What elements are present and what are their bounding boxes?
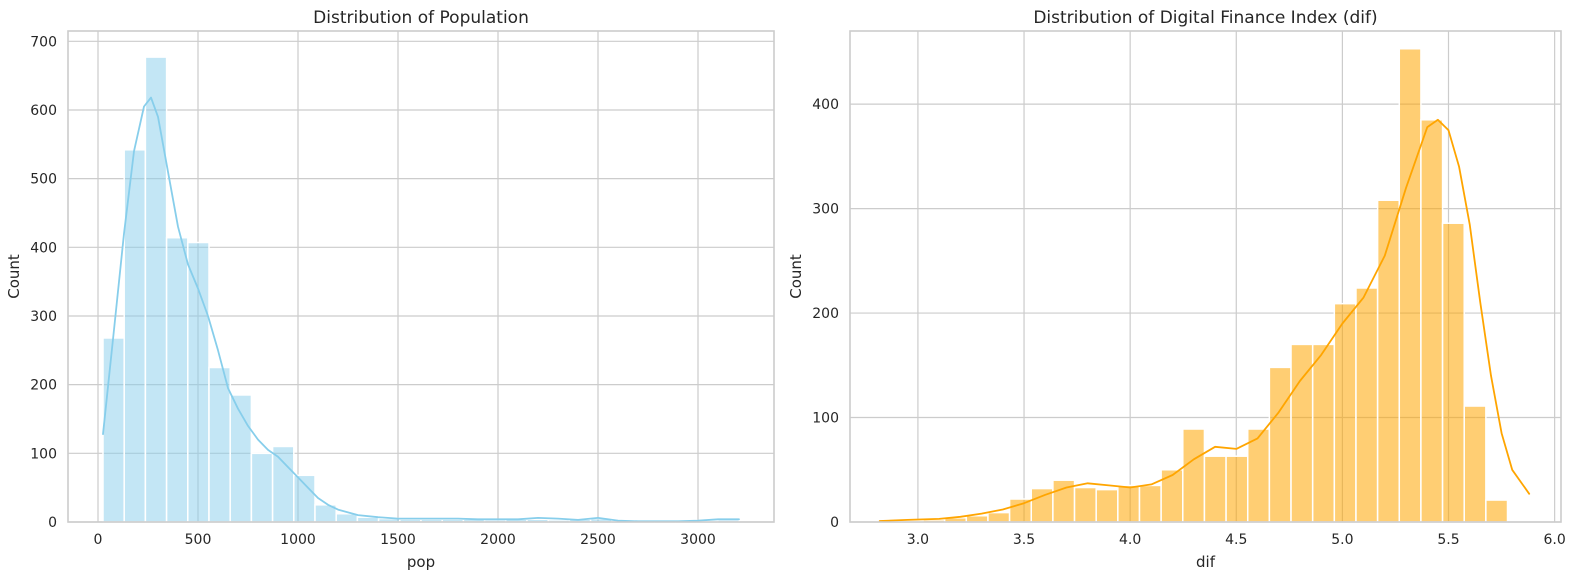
histogram-bar (987, 511, 1011, 523)
histogram-bar (1117, 484, 1141, 523)
histogram-bar (1376, 199, 1401, 523)
chart-panel-1: 0 500 1000 1500 2000 2500 3000 0 100 200 300 400 500… (5, 8, 775, 571)
x-tick-label: 1500 (380, 532, 416, 548)
histogram-bar (1138, 484, 1162, 523)
histogram-bar (1311, 343, 1336, 523)
histogram-bars (878, 48, 1509, 523)
histogram-bar (1246, 428, 1271, 523)
histogram-bar (965, 514, 989, 523)
x-tick-label: 6.0 (1544, 532, 1566, 548)
chart-panel-2: 3.0 3.5 4.0 4.5 5.0 5.5 6.0 0 100 200 300 400 Distri… (787, 8, 1566, 571)
histogram-bar (1182, 428, 1206, 523)
histogram-bar (144, 56, 168, 523)
histogram-bar (250, 452, 274, 523)
x-tick-label: 3000 (680, 532, 716, 548)
y-tick-label: 200 (30, 378, 57, 394)
x-tick-label: 5.5 (1437, 532, 1459, 548)
x-tick-label: 4.5 (1225, 532, 1247, 548)
y-tick-label: 600 (30, 103, 57, 119)
x-tick-label: 3.0 (907, 532, 929, 548)
kde-line (878, 118, 1531, 522)
histogram-bar (102, 337, 125, 523)
histogram-bar (1463, 405, 1487, 523)
x-axis-label: pop (407, 553, 435, 571)
x-tick-label: 2500 (580, 532, 616, 548)
histogram-bar (1290, 343, 1314, 523)
histogram-bars (102, 56, 740, 523)
histogram-bar (1225, 455, 1249, 523)
histogram-bar (1485, 499, 1509, 523)
y-tick-label: 100 (30, 446, 57, 462)
x-tick-label: 4.0 (1119, 532, 1141, 548)
histogram-bar (1441, 222, 1465, 523)
x-tick-label: 2000 (480, 532, 516, 548)
y-axis-label: Count (5, 254, 23, 299)
kde-line (102, 96, 740, 523)
y-axis-label: Count (787, 254, 805, 299)
histogram-bar (293, 474, 316, 523)
histogram-bar (187, 241, 210, 523)
y-tick-label: 300 (30, 309, 57, 325)
histogram-bar (1398, 48, 1422, 523)
y-tick-label: 0 (48, 515, 57, 531)
plot-frame (849, 30, 1562, 523)
y-tick-label: 500 (30, 172, 57, 188)
x-axis-label: dif (1196, 553, 1216, 571)
x-tick-label: 500 (185, 532, 212, 548)
histogram-bar (1333, 302, 1357, 523)
histogram-bar (1355, 287, 1379, 523)
y-tick-label: 700 (30, 34, 57, 50)
y-tick-label: 0 (830, 515, 839, 531)
histogram-bar (1203, 455, 1227, 523)
histogram-bar (1095, 488, 1119, 523)
x-tick-label: 5.0 (1331, 532, 1353, 548)
histogram-bar (165, 236, 189, 523)
x-tick-label: 0 (94, 532, 103, 548)
y-tick-label: 200 (812, 306, 839, 322)
plot-frame (67, 30, 775, 523)
y-tick-label: 300 (812, 202, 839, 218)
x-tick-label: 3.5 (1013, 532, 1035, 548)
histogram-bar (271, 445, 295, 523)
y-tick-label: 100 (812, 411, 839, 427)
histogram-bar (1073, 486, 1097, 523)
histogram-bar (335, 513, 359, 523)
y-tick-label: 400 (30, 240, 57, 256)
chart-title: Distribution of Population (313, 8, 529, 28)
x-tick-label: 1000 (280, 532, 316, 548)
histogram-bar (208, 366, 231, 523)
histogram-bar (1268, 366, 1292, 523)
y-tick-label: 400 (812, 97, 839, 113)
histogram-bar (1420, 119, 1444, 523)
chart-title: Distribution of Digital Finance Index (d… (1033, 8, 1377, 28)
histogram-bar (1160, 469, 1184, 523)
